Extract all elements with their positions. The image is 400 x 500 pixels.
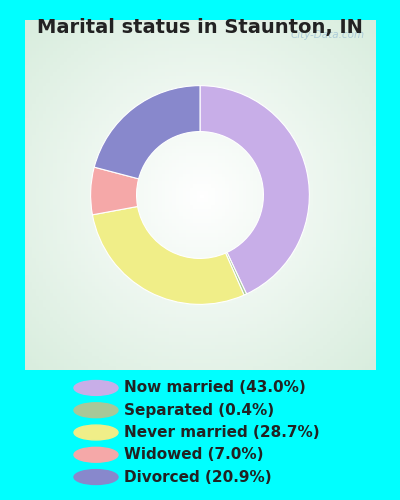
Circle shape (74, 380, 118, 396)
Text: Separated (0.4%): Separated (0.4%) (124, 402, 274, 417)
Circle shape (74, 403, 118, 417)
Circle shape (74, 470, 118, 484)
Text: Widowed (7.0%): Widowed (7.0%) (124, 448, 264, 462)
Text: Never married (28.7%): Never married (28.7%) (124, 425, 320, 440)
Wedge shape (226, 252, 246, 295)
Text: Divorced (20.9%): Divorced (20.9%) (124, 470, 272, 484)
Text: Now married (43.0%): Now married (43.0%) (124, 380, 306, 396)
Wedge shape (94, 86, 200, 179)
Text: Marital status in Staunton, IN: Marital status in Staunton, IN (37, 18, 363, 36)
Circle shape (74, 448, 118, 462)
Wedge shape (200, 86, 309, 294)
Circle shape (74, 425, 118, 440)
Wedge shape (92, 206, 244, 304)
Wedge shape (91, 167, 139, 215)
Text: City-Data.com: City-Data.com (290, 30, 364, 40)
